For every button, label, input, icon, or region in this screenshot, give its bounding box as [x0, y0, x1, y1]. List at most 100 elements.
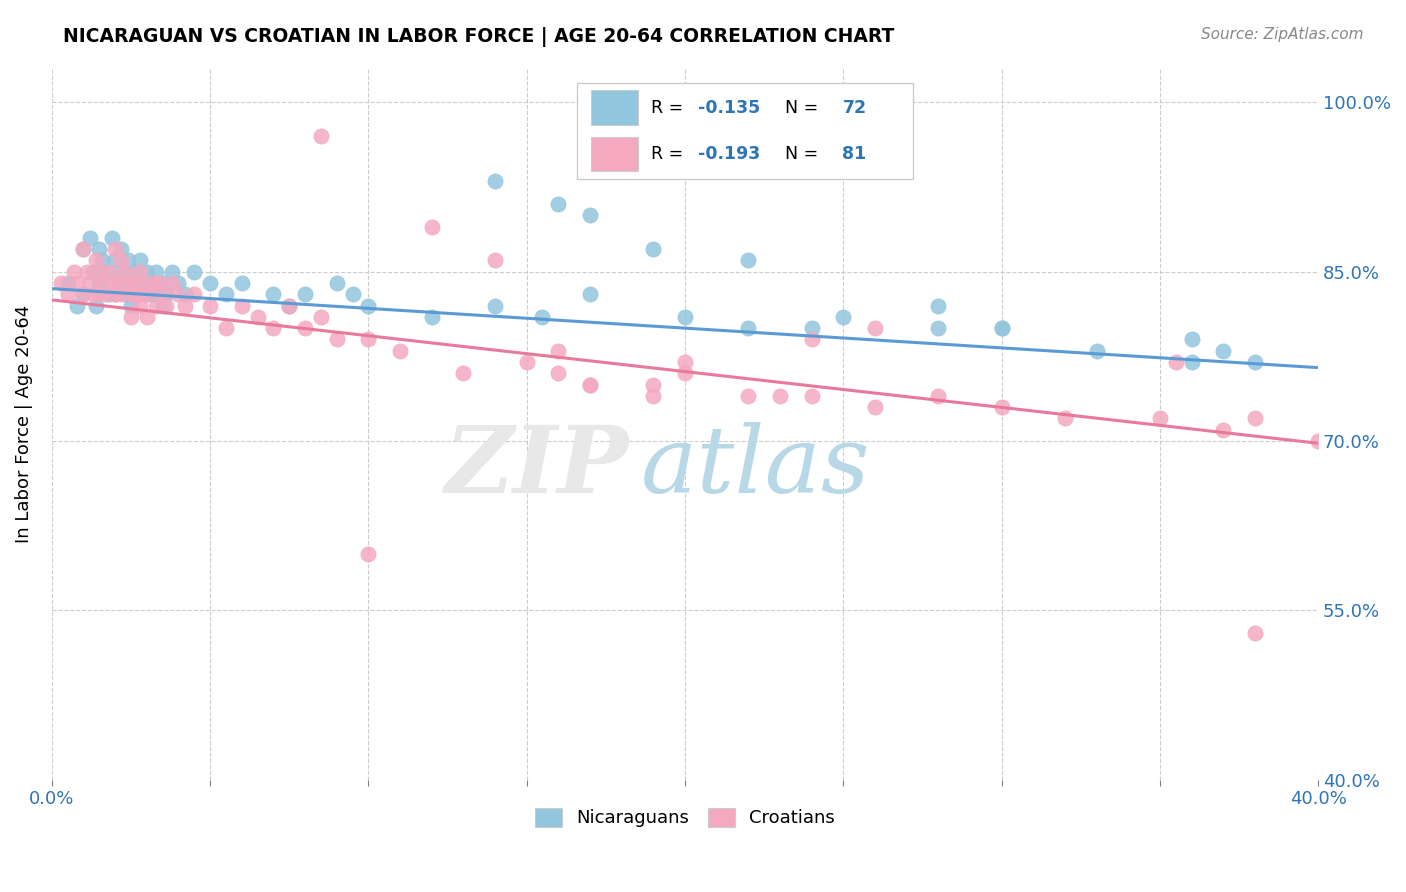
Point [737, 253, 759, 268]
Point [152, 276, 174, 290]
Point [357, 547, 380, 561]
Point [89, 265, 111, 279]
Point [737, 389, 759, 403]
Point [79, 276, 101, 290]
Point [97, 287, 120, 301]
Point [167, 287, 190, 301]
Point [1243, 411, 1265, 425]
Point [89, 242, 111, 256]
Point [135, 265, 157, 279]
Point [104, 287, 127, 301]
Point [1180, 333, 1202, 347]
Point [183, 287, 205, 301]
Point [1212, 343, 1234, 358]
Point [737, 321, 759, 335]
Point [89, 287, 111, 301]
Point [516, 355, 538, 369]
Point [129, 253, 152, 268]
Point [800, 389, 823, 403]
Point [579, 287, 602, 301]
Point [66, 276, 89, 290]
Point [262, 287, 284, 301]
Point [547, 197, 569, 211]
Point [294, 287, 316, 301]
Point [420, 219, 443, 234]
Point [484, 174, 506, 188]
Point [155, 287, 177, 301]
Point [129, 287, 152, 301]
Point [1308, 434, 1330, 448]
Point [82, 265, 104, 279]
Point [114, 265, 136, 279]
Point [89, 276, 111, 290]
Point [547, 343, 569, 358]
Point [148, 276, 170, 290]
Point [145, 299, 167, 313]
Point [325, 333, 347, 347]
Point [135, 287, 157, 301]
Point [927, 389, 949, 403]
Point [72, 242, 94, 256]
Point [94, 287, 117, 301]
Point [453, 366, 475, 380]
Point [673, 366, 696, 380]
Text: NICARAGUAN VS CROATIAN IN LABOR FORCE | AGE 20-64 CORRELATION CHART: NICARAGUAN VS CROATIAN IN LABOR FORCE | … [63, 27, 894, 46]
Point [1180, 355, 1202, 369]
Point [72, 242, 94, 256]
Point [167, 276, 190, 290]
Point [122, 265, 145, 279]
Point [198, 299, 221, 313]
Point [531, 310, 554, 324]
Point [215, 321, 238, 335]
Point [484, 299, 506, 313]
Point [104, 253, 127, 268]
Point [135, 287, 157, 301]
Point [122, 276, 145, 290]
Point [66, 299, 89, 313]
Point [990, 321, 1012, 335]
Point [160, 276, 183, 290]
Point [51, 276, 73, 290]
Point [278, 299, 301, 313]
Point [547, 366, 569, 380]
Point [294, 321, 316, 335]
Point [101, 276, 124, 290]
Point [104, 287, 127, 301]
Point [110, 242, 132, 256]
Point [94, 265, 117, 279]
Point [357, 299, 380, 313]
Point [1053, 411, 1076, 425]
Point [927, 299, 949, 313]
Point [142, 276, 165, 290]
Point [832, 310, 855, 324]
Point [863, 400, 886, 414]
Point [117, 253, 139, 268]
Point [800, 321, 823, 335]
Point [1085, 343, 1108, 358]
Point [97, 265, 120, 279]
Point [262, 321, 284, 335]
Point [84, 299, 107, 313]
Point [246, 310, 269, 324]
Point [231, 276, 253, 290]
Text: Source: ZipAtlas.com: Source: ZipAtlas.com [1201, 27, 1364, 42]
Point [120, 276, 142, 290]
Point [117, 276, 139, 290]
Point [56, 287, 79, 301]
Point [104, 242, 127, 256]
Point [101, 231, 124, 245]
Point [120, 287, 142, 301]
Point [990, 321, 1012, 335]
Point [155, 299, 177, 313]
Text: atlas: atlas [641, 422, 870, 512]
Point [82, 287, 104, 301]
Point [1243, 355, 1265, 369]
Y-axis label: In Labor Force | Age 20-64: In Labor Force | Age 20-64 [15, 305, 32, 543]
Point [198, 276, 221, 290]
Point [173, 299, 195, 313]
Legend: Nicaraguans, Croatians: Nicaraguans, Croatians [527, 801, 842, 835]
Point [110, 265, 132, 279]
Point [420, 310, 443, 324]
Point [325, 276, 347, 290]
Point [484, 253, 506, 268]
